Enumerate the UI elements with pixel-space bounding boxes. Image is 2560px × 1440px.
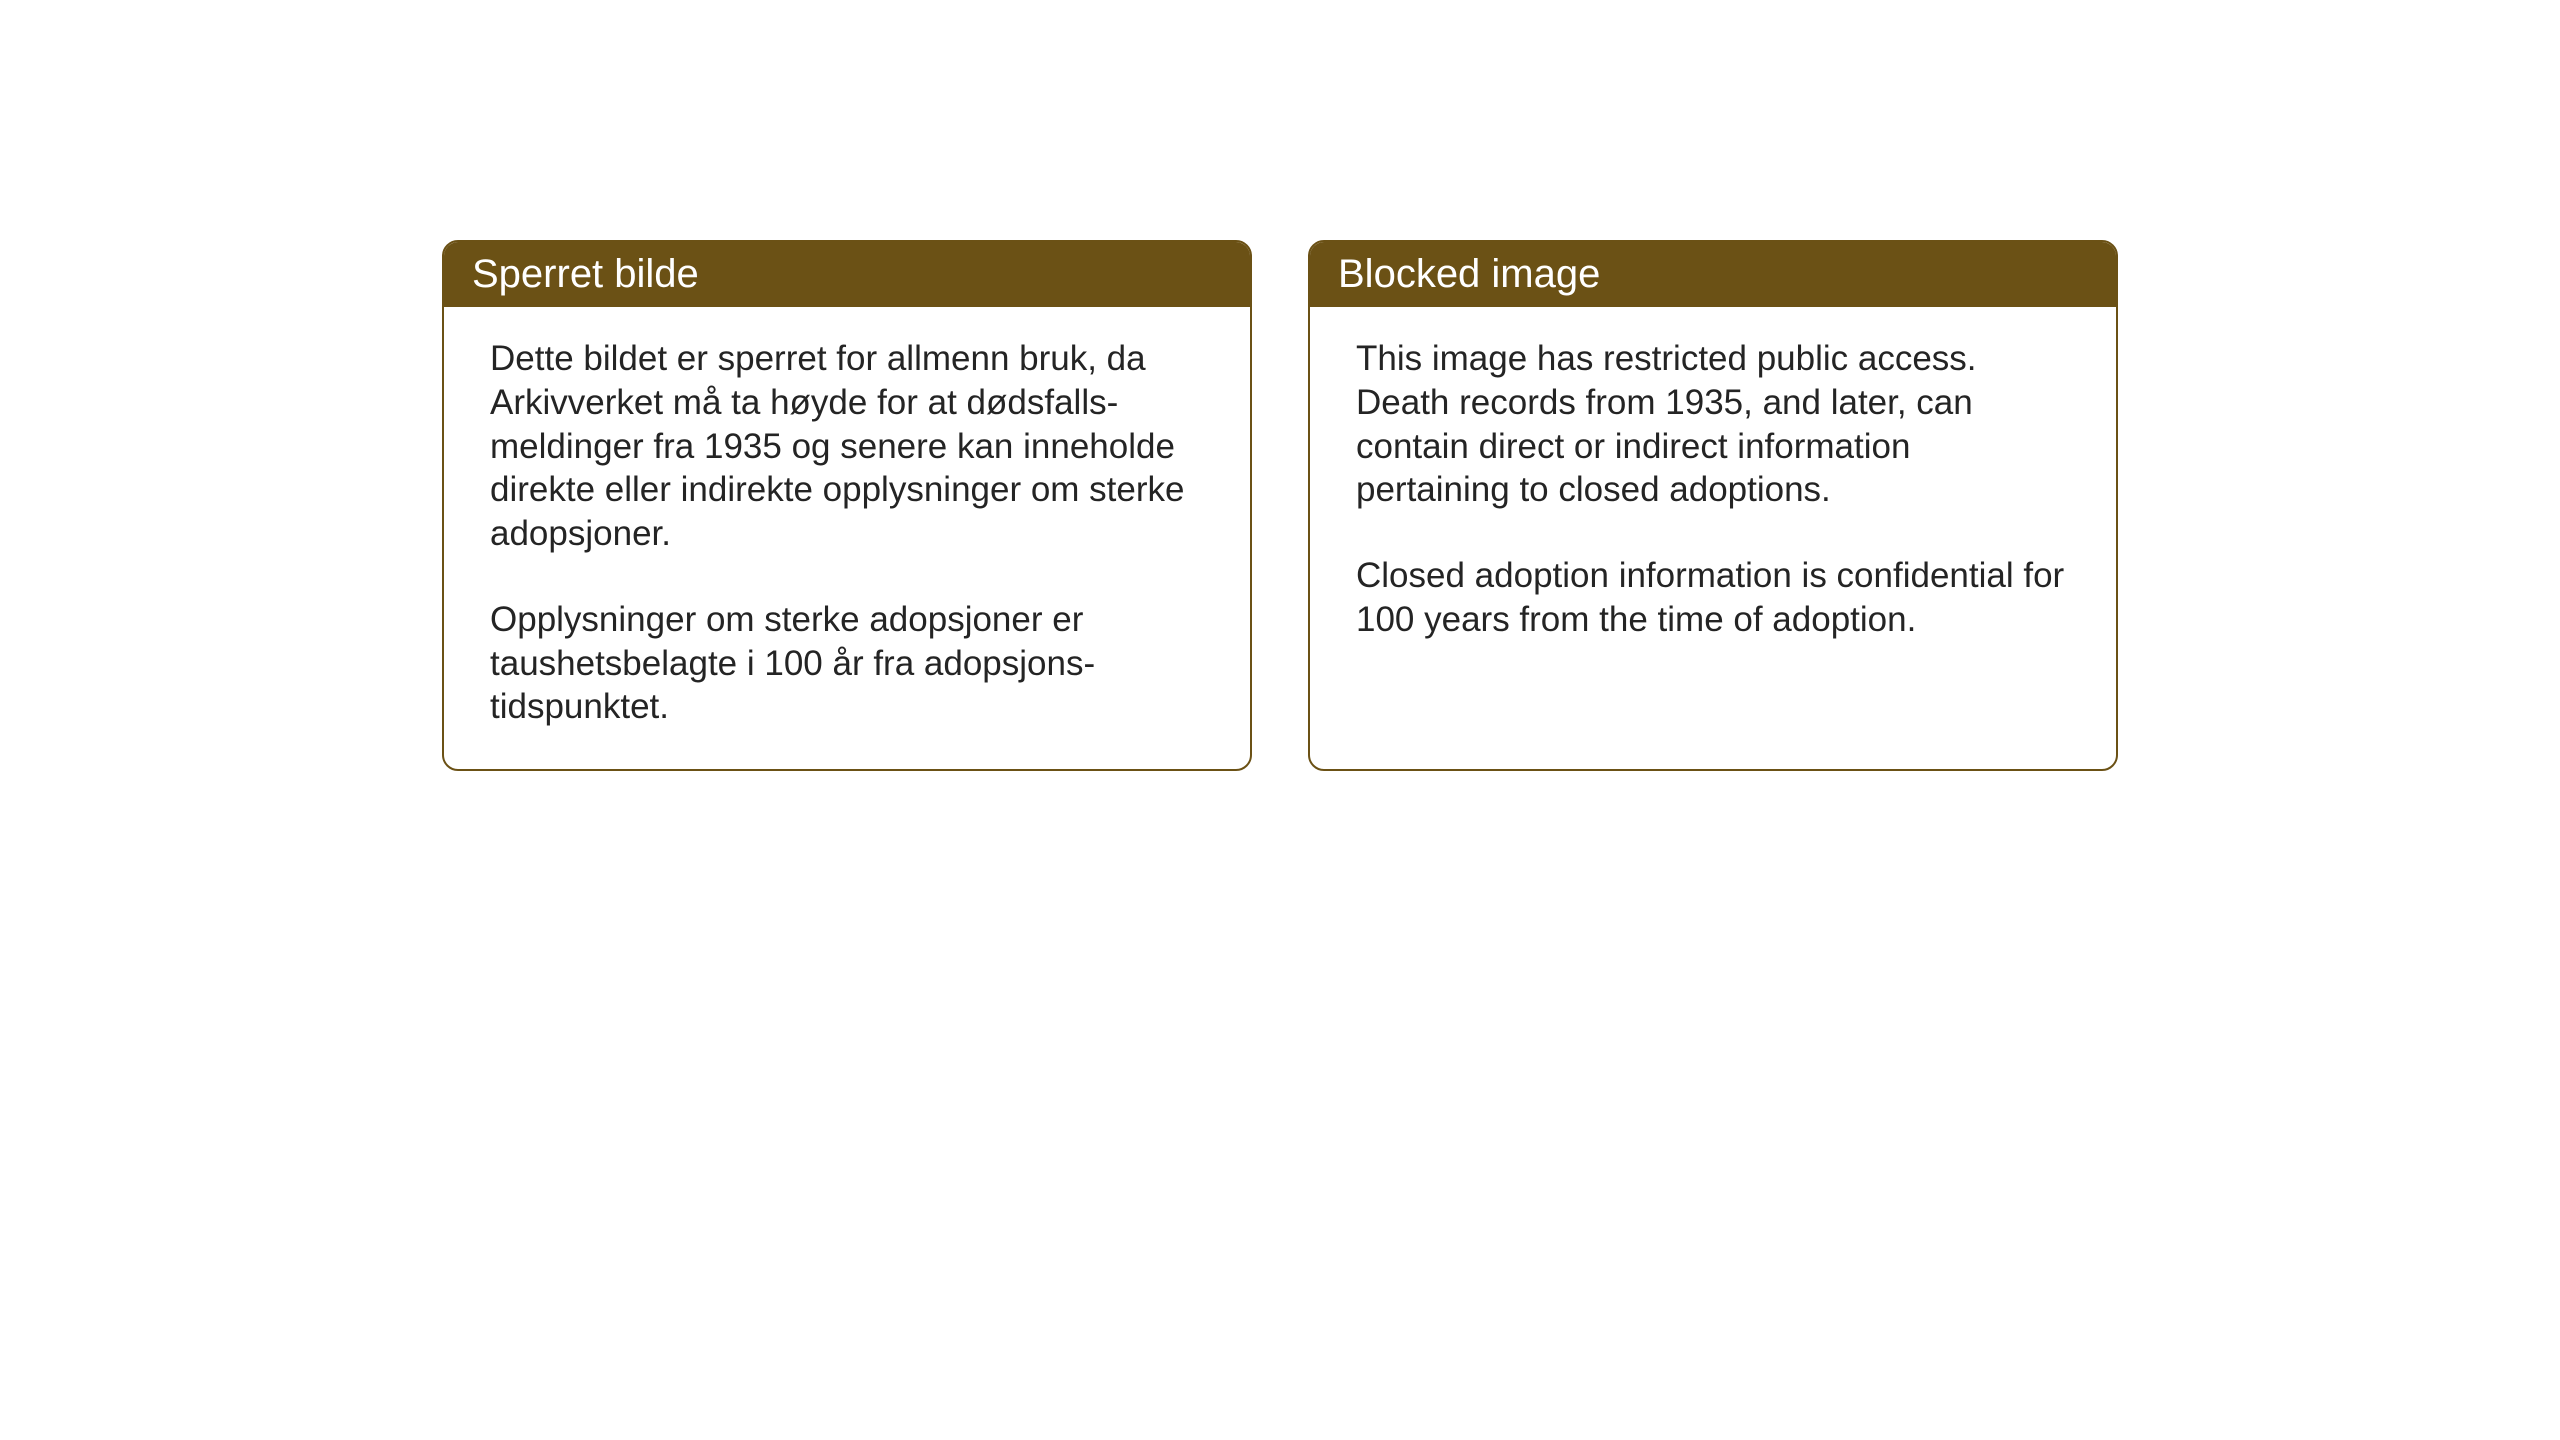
card-paragraph: This image has restricted public access.… — [1356, 337, 2070, 512]
card-body-english: This image has restricted public access.… — [1310, 307, 2116, 737]
card-title: Blocked image — [1338, 252, 1600, 296]
card-body-norwegian: Dette bildet er sperret for allmenn bruk… — [444, 307, 1250, 769]
notice-card-english: Blocked image This image has restricted … — [1308, 240, 2118, 771]
card-paragraph: Opplysninger om sterke adopsjoner er tau… — [490, 598, 1204, 729]
notice-container: Sperret bilde Dette bildet er sperret fo… — [442, 240, 2118, 771]
notice-card-norwegian: Sperret bilde Dette bildet er sperret fo… — [442, 240, 1252, 771]
card-paragraph: Closed adoption information is confident… — [1356, 554, 2070, 642]
card-header-norwegian: Sperret bilde — [444, 242, 1250, 307]
card-header-english: Blocked image — [1310, 242, 2116, 307]
card-title: Sperret bilde — [472, 252, 699, 296]
card-paragraph: Dette bildet er sperret for allmenn bruk… — [490, 337, 1204, 556]
